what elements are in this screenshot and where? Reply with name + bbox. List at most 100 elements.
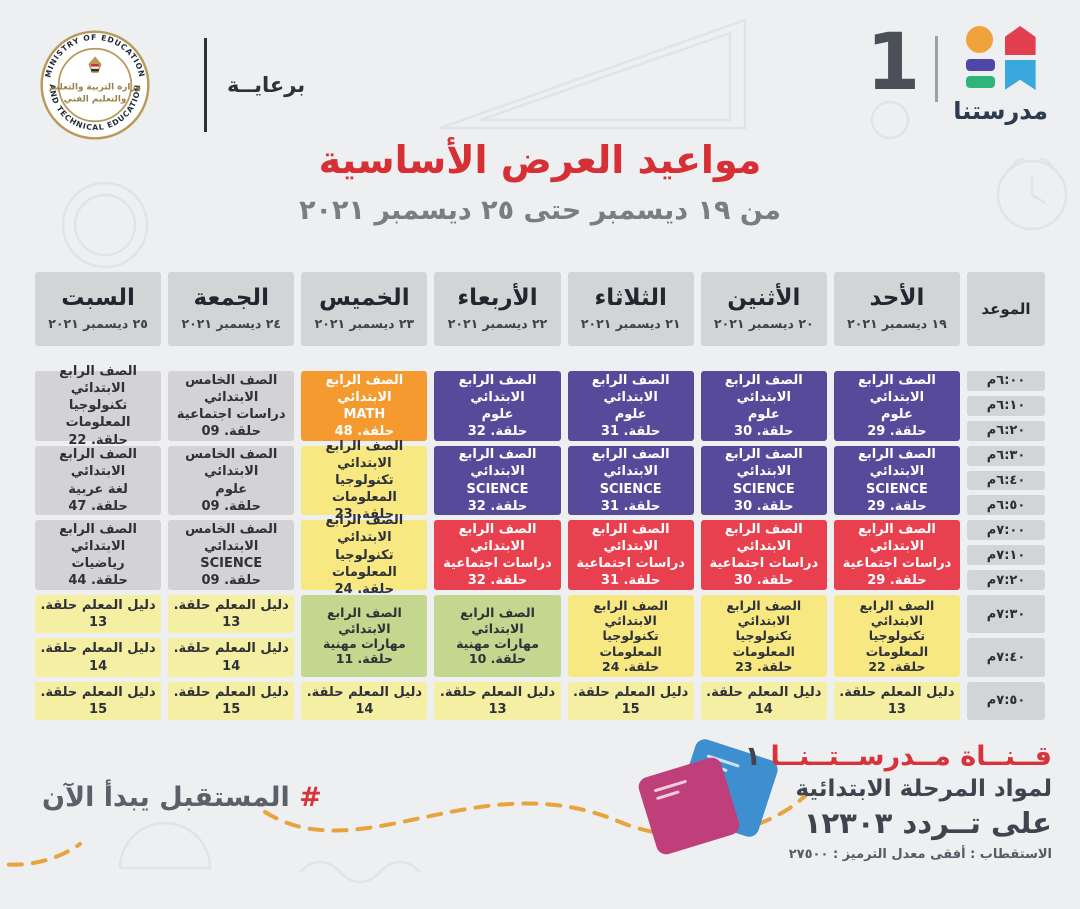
- day-date: ٢٤ ديسمبر ٢٠٢١: [181, 316, 282, 331]
- day-header-cell: الخميس ٢٣ ديسمبر ٢٠٢١: [301, 272, 428, 346]
- cell-line: الصف الرابع الابتدائي: [460, 605, 535, 636]
- cell-line: حلقة. 31: [600, 424, 661, 439]
- cell-line: دليل المعلم حلقة. 15: [173, 684, 289, 717]
- cell-line: دليل المعلم حلقة. 14: [173, 641, 289, 674]
- page-title: مواعيد العرض الأساسية: [318, 138, 762, 182]
- time-header-cell: الموعد: [967, 272, 1045, 346]
- hashtag-text: المستقبل يبدأ الآن: [42, 782, 300, 813]
- schedule-cell: الصف الرابع الابتدائي علوم حلقة. 32: [434, 371, 561, 441]
- cell-line: الصف الرابع الابتدائي: [458, 447, 537, 480]
- cell-line: الصف الخامس الابتدائي: [185, 372, 278, 405]
- schedule-header: الموعد الأحد ١٩ ديسمبر ٢٠٢١ الأثنين ٢٠ ديسمب…: [35, 272, 1045, 346]
- schedule-cell: الصف الرابع الابتدائي تكنولوجيا المعلومات…: [301, 439, 428, 522]
- cell-line: الصف الرابع الابتدائي: [858, 447, 936, 480]
- cell-line: حلقة. 22: [68, 432, 128, 448]
- schedule-cell: الصف الرابع الابتدائي SCIENCE حلقة. 29: [833, 445, 960, 516]
- cell-line: الصف الرابع الابتدائي: [859, 597, 935, 628]
- schedule-body: ٦:٠٠م ٦:١٠م ٦:٢٠م ٦:٣٠م ٦:٤٠م ٦:٥٠م ٧:٠٠م ٧:١٠م…: [35, 364, 1045, 720]
- time-cell: ٦:١٠م: [967, 395, 1045, 416]
- schedule-cell: دليل المعلم حلقة. 14: [168, 638, 295, 677]
- schedule-cell: الصف الرابع الابتدائي تكنولوجيا المعلومات…: [833, 595, 960, 677]
- schedule-cell: الصف الرابع الابتدائي SCIENCE حلقة. 31: [567, 445, 694, 516]
- cell-line: تكنولوجيا المعلومات: [732, 628, 795, 659]
- cell-line: حلقة. 30: [734, 573, 794, 589]
- cell-line: الصف الخامس الابتدائي: [185, 447, 278, 480]
- channel-brand: 1 مدرستنا: [866, 24, 1048, 125]
- cell-line: SCIENCE: [466, 481, 529, 497]
- cell-line: الصف الرابع الابتدائي: [591, 521, 670, 555]
- schedule-cell: دليل المعلم حلقة. 15: [168, 681, 295, 720]
- day-name: الأربعاء: [457, 285, 538, 311]
- cell-line: الصف الرابع الابتدائي: [726, 597, 802, 628]
- cell-line: تكنولوجيا المعلومات: [599, 628, 662, 659]
- cell-line: علوم: [481, 406, 514, 422]
- cell-line: تكنولوجيا المعلومات: [65, 398, 131, 431]
- cell-line: حلقة. 47: [68, 498, 128, 514]
- cell-line: حلقة. 30: [734, 498, 794, 514]
- seal-center-line2: والتعليم الفني: [64, 95, 127, 105]
- schedule-cell: الصف الرابع الابتدائي مهارات مهنية حلقة. 1…: [434, 595, 561, 677]
- time-cell: ٧:٠٠م: [967, 520, 1045, 541]
- sponsor-label: برعايــة: [227, 73, 306, 97]
- day-date: ٢٣ ديسمبر ٢٠٢١: [314, 316, 415, 331]
- day-header-cell: الثلاثاء ٢١ ديسمبر ٢٠٢١: [567, 272, 694, 346]
- hashtag: # المستقبل يبدأ الآن: [42, 782, 322, 813]
- page-subtitle: من ١٩ ديسمبر حتى ٢٥ ديسمبر ٢٠٢١: [299, 195, 781, 226]
- cell-line: الصف الرابع الابتدائي: [458, 521, 537, 555]
- time-cell: ٧:٣٠م: [967, 595, 1045, 634]
- cell-line: دليل المعلم حلقة. 13: [173, 598, 289, 631]
- schedule-cell: الصف الرابع الابتدائي تكنولوجيا المعلومات…: [567, 595, 694, 677]
- cell-line: SCIENCE: [200, 556, 263, 572]
- house-shape-icon: [1004, 26, 1036, 55]
- day-name: الثلاثاء: [594, 285, 667, 311]
- cell-line: دليل المعلم حلقة. 14: [706, 684, 822, 717]
- cell-line: دراسات اجتماعية: [842, 556, 952, 572]
- time-cell: ٦:٠٠م: [967, 371, 1045, 391]
- schedule-cell: الصف الرابع الابتدائي علوم حلقة. 30: [700, 371, 827, 441]
- seal-center-line1: وزارة التربية والتعليم: [49, 82, 141, 92]
- cell-line: تكنولوجيا المعلومات: [331, 472, 397, 506]
- schedule-cell: الصف الرابع الابتدائي رياضيات حلقة. 44: [35, 520, 162, 591]
- cell-line: دليل المعلم حلقة. 14: [40, 641, 156, 674]
- time-cell: ٦:٣٠م: [967, 445, 1045, 466]
- brand-wordmark: مدرستنا: [953, 97, 1048, 125]
- cell-line: حلقة. 30: [734, 424, 794, 439]
- schedule-cell: دليل المعلم حلقة. 13: [833, 681, 960, 720]
- schedule-cell: الصف الرابع الابتدائي SCIENCE حلقة. 32: [434, 445, 561, 516]
- cell-line: الصف الرابع الابتدائي: [326, 605, 402, 636]
- cell-line: الصف الرابع الابتدائي: [724, 447, 803, 480]
- cell-line: دراسات اجتماعية: [709, 556, 819, 572]
- cell-line: الصف الخامس الابتدائي: [185, 521, 278, 555]
- channel-name-line: قــنــاة مــدرســتــنــا ١: [744, 741, 1052, 772]
- schedule-cell: الصف الخامس الابتدائي علوم حلقة. 09: [168, 445, 295, 516]
- schedule-cell: الصف الرابع الابتدائي علوم حلقة. 29: [833, 371, 960, 441]
- cell-line: الصف الرابع الابتدائي: [59, 447, 137, 480]
- day-name: الأثنين: [727, 285, 801, 311]
- channel-desc-line: لمواد المرحلة الابتدائية: [795, 775, 1052, 802]
- cell-line: حلقة. 09: [201, 498, 261, 514]
- day-name: الأحد: [869, 285, 925, 311]
- cell-line: حلقة. 10: [468, 651, 527, 667]
- cell-line: حلقة. 31: [600, 498, 661, 514]
- schedule-cell: دليل المعلم حلقة. 14: [700, 681, 827, 720]
- cell-line: SCIENCE: [865, 481, 928, 497]
- schedule-cell: الصف الرابع الابتدائي تكنولوجيا المعلومات…: [301, 513, 428, 597]
- sponsor-divider: [204, 38, 207, 132]
- cell-line: دليل المعلم حلقة. 13: [439, 684, 556, 717]
- cell-line: حلقة. 24: [334, 581, 395, 597]
- schedule-cell: دليل المعلم حلقة. 13: [434, 681, 561, 720]
- day-name: الخميس: [319, 285, 410, 311]
- circle-shape-icon: [965, 26, 993, 53]
- cell-line: SCIENCE: [599, 481, 662, 497]
- time-cell: ٧:٤٠م: [967, 638, 1045, 677]
- channel-info: قــنــاة مــدرســتــنــا ١ لمواد المرحلة…: [745, 740, 1052, 862]
- cell-line: MATH: [343, 406, 386, 422]
- day-header-cell: السبت ٢٥ ديسمبر ٢٠٢١: [35, 272, 162, 346]
- cell-line: الصف الرابع الابتدائي: [325, 372, 404, 405]
- cell-line: حلقة. 29: [867, 498, 927, 514]
- day-header-cell: الجمعة ٢٤ ديسمبر ٢٠٢١: [168, 272, 295, 346]
- day-date: ٢٠ ديسمبر ٢٠٢١: [714, 316, 814, 331]
- cell-line: الصف الرابع الابتدائي: [593, 597, 669, 628]
- cell-line: دليل المعلم حلقة. 13: [839, 684, 955, 717]
- cell-line: دليل المعلم حلقة. 13: [40, 598, 156, 631]
